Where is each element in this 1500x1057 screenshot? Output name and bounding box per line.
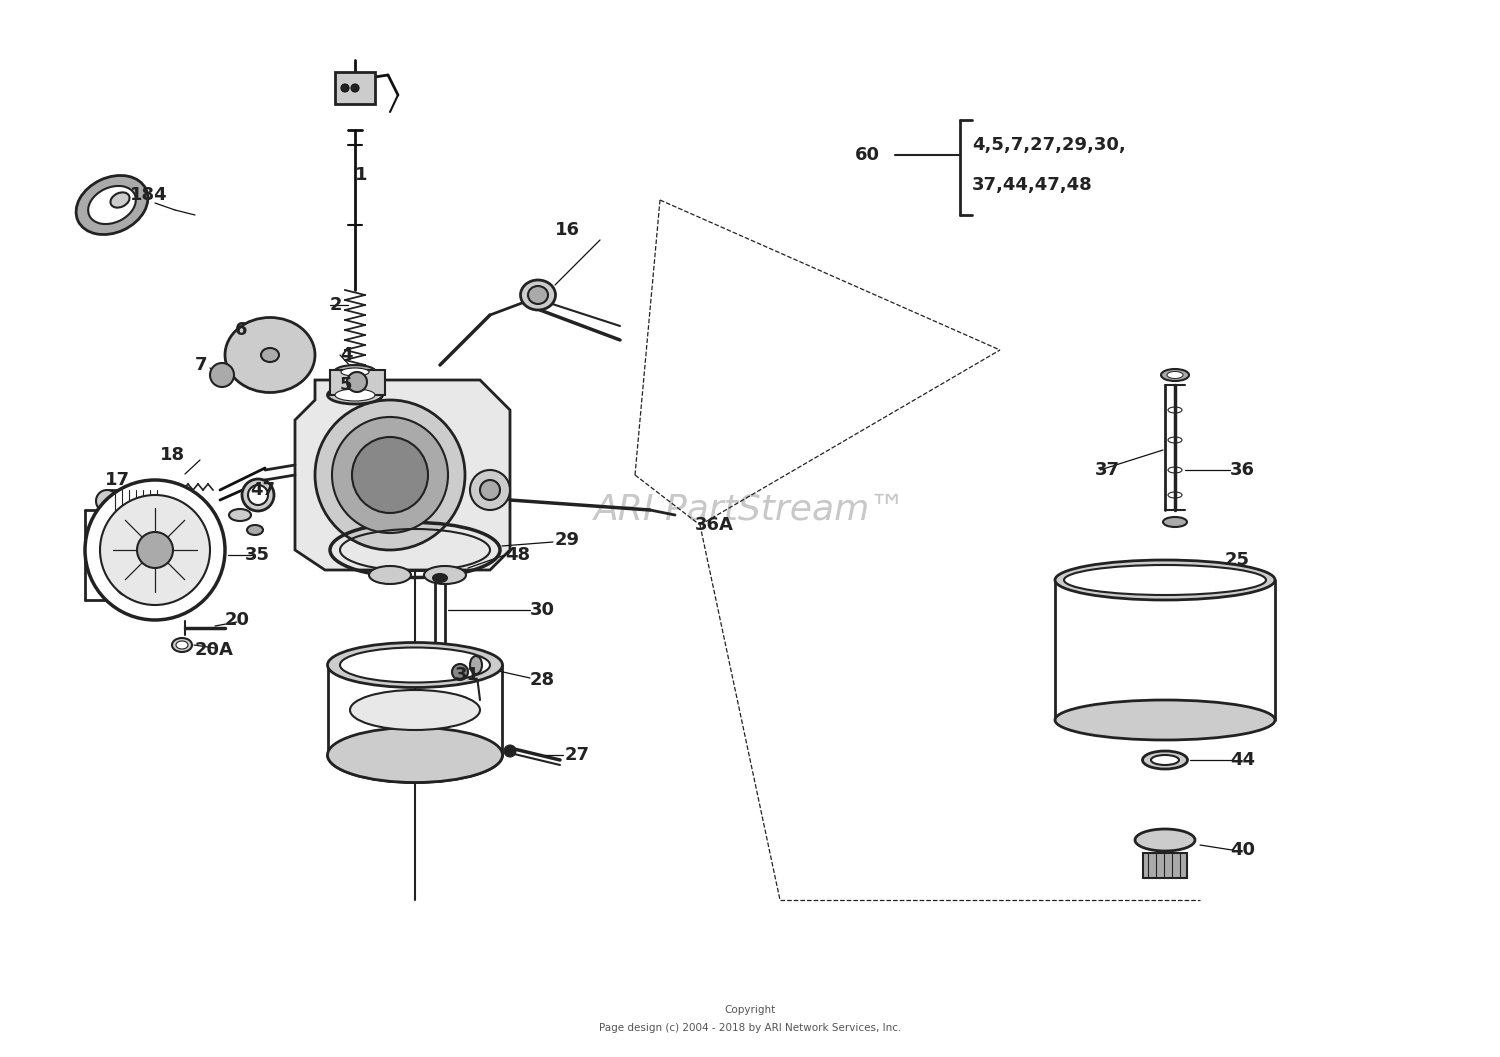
Ellipse shape — [1143, 752, 1188, 769]
Text: 37: 37 — [1095, 461, 1120, 479]
Text: 5: 5 — [340, 376, 352, 394]
Text: 30: 30 — [530, 601, 555, 619]
Circle shape — [346, 372, 368, 392]
Circle shape — [332, 418, 448, 533]
Ellipse shape — [1167, 371, 1184, 378]
Text: 7: 7 — [195, 356, 207, 374]
Text: 31: 31 — [454, 666, 480, 684]
Text: Page design (c) 2004 - 2018 by ARI Network Services, Inc.: Page design (c) 2004 - 2018 by ARI Netwo… — [598, 1023, 902, 1033]
Ellipse shape — [424, 565, 466, 585]
Circle shape — [136, 532, 172, 568]
Text: 36: 36 — [1230, 461, 1256, 479]
Ellipse shape — [1136, 829, 1196, 851]
Text: 47: 47 — [251, 481, 274, 499]
Text: 20: 20 — [225, 611, 251, 629]
Circle shape — [352, 437, 428, 513]
Ellipse shape — [327, 643, 502, 687]
Ellipse shape — [261, 348, 279, 361]
Ellipse shape — [242, 479, 274, 511]
Circle shape — [340, 84, 350, 92]
Ellipse shape — [225, 317, 315, 392]
Ellipse shape — [350, 690, 480, 730]
Text: ARI PartStream™: ARI PartStream™ — [594, 493, 906, 527]
Bar — [330, 370, 386, 395]
Circle shape — [470, 470, 510, 509]
Text: 16: 16 — [555, 221, 580, 239]
Ellipse shape — [528, 286, 548, 304]
Circle shape — [315, 400, 465, 550]
Ellipse shape — [172, 638, 192, 652]
Text: 37,44,47,48: 37,44,47,48 — [972, 177, 1092, 194]
Text: 25: 25 — [1226, 551, 1250, 569]
Circle shape — [452, 664, 468, 680]
Ellipse shape — [1054, 560, 1275, 600]
Text: 48: 48 — [506, 546, 530, 564]
Circle shape — [100, 495, 210, 605]
Ellipse shape — [433, 574, 447, 582]
Ellipse shape — [111, 192, 129, 207]
Ellipse shape — [248, 525, 262, 535]
Text: 1: 1 — [356, 166, 368, 184]
Ellipse shape — [1161, 369, 1190, 381]
Text: 6: 6 — [236, 321, 248, 339]
Circle shape — [504, 745, 516, 757]
Text: 44: 44 — [1230, 752, 1256, 769]
Circle shape — [86, 480, 225, 620]
Text: 36A: 36A — [694, 516, 734, 534]
Text: 40: 40 — [1230, 841, 1256, 859]
Bar — [334, 72, 375, 104]
Ellipse shape — [340, 368, 369, 376]
Text: 18: 18 — [160, 446, 184, 464]
Text: 29: 29 — [555, 531, 580, 549]
Circle shape — [210, 363, 234, 387]
Text: 4: 4 — [340, 346, 352, 364]
Ellipse shape — [327, 386, 382, 404]
Ellipse shape — [369, 565, 411, 585]
Polygon shape — [296, 381, 510, 570]
Text: 20A: 20A — [195, 641, 234, 659]
Ellipse shape — [230, 509, 251, 521]
Ellipse shape — [1054, 700, 1275, 740]
Circle shape — [96, 490, 118, 512]
Text: 35: 35 — [244, 546, 270, 564]
Ellipse shape — [340, 648, 490, 683]
Ellipse shape — [248, 485, 268, 505]
Text: Copyright: Copyright — [724, 1005, 776, 1015]
Ellipse shape — [88, 186, 136, 224]
Ellipse shape — [76, 175, 148, 235]
Text: 4,5,7,27,29,30,: 4,5,7,27,29,30, — [972, 136, 1125, 154]
Ellipse shape — [470, 656, 482, 674]
Bar — [1143, 853, 1186, 878]
Text: 17: 17 — [105, 471, 130, 489]
Text: 60: 60 — [855, 146, 880, 164]
Text: 28: 28 — [530, 671, 555, 689]
Bar — [108, 490, 164, 512]
Ellipse shape — [1064, 565, 1266, 595]
Ellipse shape — [334, 365, 376, 379]
Ellipse shape — [1162, 517, 1186, 527]
Text: 27: 27 — [566, 746, 590, 764]
Ellipse shape — [176, 641, 188, 649]
Circle shape — [480, 480, 500, 500]
Ellipse shape — [1150, 755, 1179, 765]
Ellipse shape — [334, 389, 375, 401]
Ellipse shape — [327, 727, 502, 782]
Ellipse shape — [520, 280, 555, 310]
Circle shape — [351, 84, 358, 92]
Text: 184: 184 — [130, 186, 168, 204]
Text: 2: 2 — [330, 296, 342, 314]
